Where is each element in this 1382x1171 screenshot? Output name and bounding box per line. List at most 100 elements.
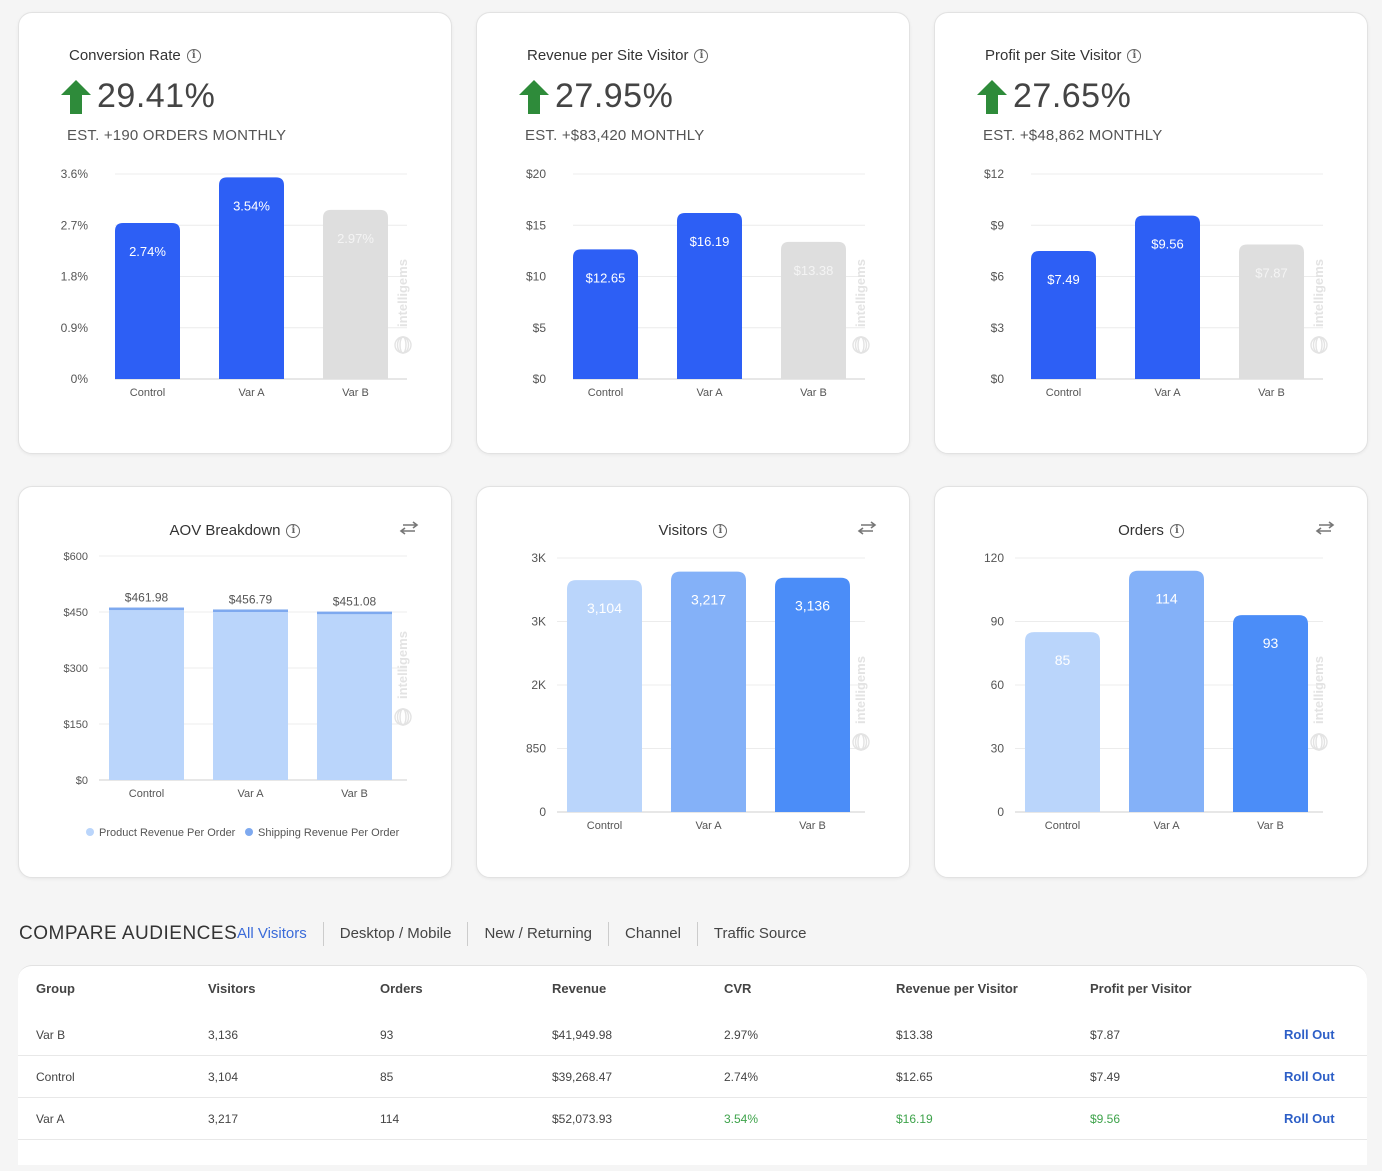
- bar-shipping-revenue[interactable]: [213, 609, 288, 612]
- bar[interactable]: [115, 222, 180, 379]
- revenue-per-visitor-cell: $12.65: [896, 1070, 933, 1084]
- y-tick-label: $600: [64, 551, 88, 563]
- bar-value-label: $7.49: [1047, 272, 1080, 287]
- bar-value-label: 3,217: [691, 592, 726, 608]
- watermark-text: intelligems: [1311, 656, 1326, 724]
- bar-product-revenue[interactable]: [213, 612, 288, 780]
- bar[interactable]: [775, 577, 850, 812]
- arrow-up-icon: [977, 79, 1007, 114]
- x-tick-label: Var B: [800, 387, 827, 399]
- y-tick-label: 850: [526, 742, 546, 756]
- revenue-per-visitor-cell: $13.38: [896, 1028, 933, 1042]
- bar[interactable]: [677, 213, 742, 379]
- bar-value-label: 3.54%: [233, 198, 270, 213]
- roll-out-button[interactable]: Roll Out: [1284, 1111, 1335, 1126]
- watermark-ring: [396, 336, 410, 354]
- bar[interactable]: [1025, 632, 1100, 812]
- watermark-ring: [1312, 336, 1326, 354]
- legend-label[interactable]: Product Revenue Per Order: [99, 827, 236, 839]
- y-tick-label: $300: [64, 663, 88, 675]
- bar[interactable]: [323, 209, 388, 379]
- orders-cell: 93: [380, 1028, 394, 1042]
- watermark-ring: [1315, 733, 1323, 751]
- x-tick-label: Control: [588, 387, 623, 399]
- y-tick-label: $0: [533, 372, 547, 386]
- visitors-cell: 3,217: [208, 1112, 239, 1126]
- kpi-title: Conversion Rate: [69, 47, 181, 64]
- kpi-card-conversion-rate: Conversion Rate i 29.41% EST. +190 ORDER…: [18, 12, 452, 454]
- bar[interactable]: [671, 571, 746, 812]
- watermark-ring: [399, 336, 407, 354]
- watermark-text: intelligems: [395, 631, 410, 699]
- column-header: Revenue: [552, 981, 607, 996]
- revenue-cell: $39,268.47: [552, 1070, 613, 1084]
- tab-all-visitors[interactable]: All Visitors: [237, 925, 307, 942]
- info-icon[interactable]: i: [286, 523, 301, 538]
- bar[interactable]: [1239, 244, 1304, 379]
- x-tick-label: Var A: [1153, 820, 1180, 832]
- swap-icon[interactable]: [1315, 521, 1335, 535]
- y-tick-label: $12: [984, 167, 1004, 181]
- group-cell: Var B: [36, 1028, 66, 1042]
- bar-shipping-revenue[interactable]: [109, 607, 184, 611]
- tab-traffic-source[interactable]: Traffic Source: [696, 922, 823, 946]
- column-header: Revenue per Visitor: [896, 981, 1018, 996]
- column-header: Profit per Visitor: [1090, 981, 1192, 996]
- info-icon[interactable]: i: [1127, 48, 1142, 63]
- orders-card: Orders i 0 30 60 90 120 intelligems 85 Control 1…: [934, 486, 1368, 878]
- bar[interactable]: [1129, 570, 1204, 812]
- bar[interactable]: [573, 249, 638, 379]
- y-tick-label: $6: [991, 270, 1005, 284]
- kpi-value: 27.95%: [555, 77, 674, 115]
- kpi-value: 27.65%: [1013, 77, 1132, 115]
- orders-chart: 0 30 60 90 120 intelligems 85 Control 114 Var A 93…: [984, 551, 1328, 832]
- bar[interactable]: [1233, 615, 1308, 812]
- tab-channel[interactable]: Channel: [608, 922, 697, 946]
- y-tick-label: $9: [991, 218, 1005, 232]
- tab-new-returning[interactable]: New / Returning: [467, 922, 608, 946]
- legend-swatch: [245, 828, 253, 836]
- aov-breakdown-card: AOV Breakdown i $0 $150 $300 $450 $600 intell…: [18, 486, 452, 878]
- bar-total-label: $456.79: [229, 592, 273, 606]
- visitors-card: Visitors i 0 850 2K 3K 3K intelligems 3,104 Con…: [476, 486, 910, 878]
- watermark-ring: [854, 336, 868, 354]
- orders-cell: 85: [380, 1070, 394, 1084]
- bar[interactable]: [1135, 215, 1200, 379]
- y-tick-label: $450: [64, 607, 88, 619]
- y-tick-label: $0: [76, 775, 88, 787]
- legend-label[interactable]: Shipping Revenue Per Order: [258, 827, 400, 839]
- bar[interactable]: [219, 177, 284, 379]
- kpi-title: Profit per Site Visitor: [985, 47, 1122, 64]
- info-icon[interactable]: i: [713, 523, 728, 538]
- y-tick-label: $20: [526, 167, 546, 181]
- bar[interactable]: [1031, 251, 1096, 379]
- y-tick-label: $3: [991, 321, 1005, 335]
- info-icon[interactable]: i: [694, 48, 709, 63]
- aov-breakdown-chart: $0 $150 $300 $450 $600 intelligems $461.98 Cont…: [64, 551, 412, 839]
- y-tick-label: 30: [991, 742, 1005, 756]
- x-tick-label: Var A: [695, 820, 722, 832]
- swap-icon[interactable]: [857, 521, 877, 535]
- info-icon[interactable]: i: [1169, 523, 1184, 538]
- bar-value-label: $13.38: [794, 263, 834, 278]
- swap-icon[interactable]: [399, 521, 419, 535]
- bar-shipping-revenue[interactable]: [317, 611, 392, 615]
- audience-table: Group Visitors Orders Revenue CVR Revenu…: [18, 965, 1367, 1165]
- bar-product-revenue[interactable]: [109, 610, 184, 780]
- watermark-ring: [396, 708, 410, 726]
- watermark-ring: [857, 733, 865, 751]
- roll-out-button[interactable]: Roll Out: [1284, 1027, 1335, 1042]
- x-tick-label: Control: [1045, 820, 1080, 832]
- bar-value-label: $9.56: [1151, 237, 1184, 252]
- y-tick-label: 1.8%: [61, 270, 89, 284]
- kpi-estimate: EST. +$83,420 MONTHLY: [525, 127, 705, 144]
- bar[interactable]: [781, 241, 846, 379]
- roll-out-button[interactable]: Roll Out: [1284, 1069, 1335, 1084]
- watermark-ring: [1312, 733, 1326, 751]
- x-tick-label: Var B: [1258, 387, 1285, 399]
- info-icon[interactable]: i: [186, 48, 201, 63]
- tab-desktop-mobile[interactable]: Desktop / Mobile: [322, 922, 468, 946]
- bar-product-revenue[interactable]: [317, 614, 392, 780]
- bar[interactable]: [567, 580, 642, 812]
- kpi-estimate: EST. +$48,862 MONTHLY: [983, 127, 1163, 144]
